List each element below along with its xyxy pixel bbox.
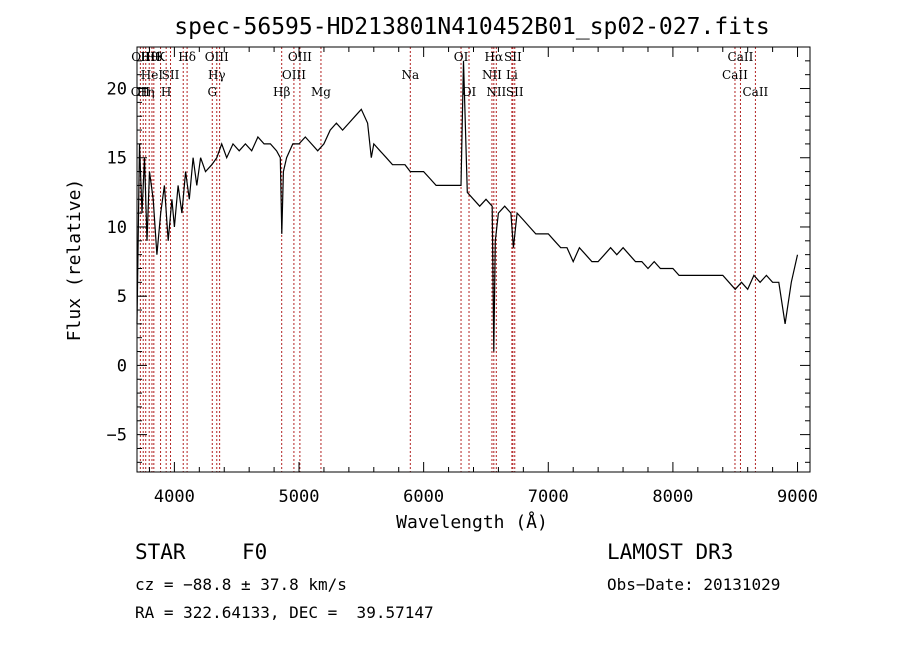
emission-line-label: SII <box>504 50 522 64</box>
emission-line-label: SII <box>506 85 524 99</box>
plot-frame <box>136 46 811 473</box>
x-tick-label: 9000 <box>777 487 818 507</box>
y-tick-label: 15 <box>107 149 127 169</box>
emission-line-label: K <box>156 50 166 64</box>
emission-line-label: OIII <box>282 68 306 82</box>
y-tick-label: −5 <box>107 426 127 446</box>
emission-line-label: CaII <box>722 68 748 82</box>
chart-title: spec-56595-HD213801N410452B01_sp02-027.f… <box>174 14 769 40</box>
emission-line-label: OIII <box>205 50 229 64</box>
x-tick-label: 6000 <box>403 487 444 507</box>
emission-line-label: H <box>161 85 171 99</box>
y-tick-label: 0 <box>117 356 127 376</box>
x-axis-ticks: 4000 5000 6000 7000 8000 9000 <box>148 47 818 507</box>
emission-line-label: OIII <box>288 50 312 64</box>
emission-line-label: Hγ <box>208 68 226 82</box>
emission-line-label: OI <box>462 85 477 99</box>
emission-line-label: OI <box>454 50 469 64</box>
emission-line-label: G <box>207 85 217 99</box>
emission-line-label: Na <box>401 68 419 82</box>
emission-line-labels: OIIOIIIHηHθHeIHθKHSIIHδGOIIIHγHβOIIIOIII… <box>131 50 769 99</box>
observation-date: Obs−Date: 20131029 <box>607 575 781 594</box>
emission-line-label: Mg <box>311 85 331 99</box>
emission-line-markers <box>139 47 756 472</box>
object-subclass: F0 <box>242 540 268 564</box>
emission-line-label: CaII <box>728 50 754 64</box>
emission-line-label: Li <box>506 68 518 82</box>
emission-line-label: Hη <box>137 85 155 99</box>
ra-dec-coordinates: RA = 322.64133, DEC = 39.57147 <box>135 603 434 622</box>
x-tick-label: 4000 <box>154 487 195 507</box>
emission-line-label: NII <box>486 85 506 99</box>
y-tick-label: 20 <box>107 80 127 100</box>
emission-line-label: NII <box>482 68 502 82</box>
emission-line-label: SII <box>162 68 180 82</box>
emission-line-label: Hθ <box>140 50 158 64</box>
x-tick-label: 8000 <box>652 487 693 507</box>
emission-line-label: CaII <box>742 85 768 99</box>
x-tick-label: 7000 <box>528 487 569 507</box>
emission-line-label: Hθ <box>145 50 163 64</box>
emission-line-label: HeI <box>141 68 164 82</box>
emission-line-label: Hδ <box>178 50 196 64</box>
survey-name: LAMOST DR3 <box>607 540 734 564</box>
emission-line-label: Hβ <box>273 85 290 99</box>
y-axis-label: Flux (relative) <box>64 179 85 342</box>
y-tick-label: 5 <box>117 287 127 307</box>
x-axis-label: Wavelength (Å) <box>396 511 548 533</box>
emission-line-label: Hα <box>485 50 504 64</box>
redshift-cz: cz = −88.8 ± 37.8 km/s <box>135 575 347 594</box>
spectrum-series-line <box>136 60 799 352</box>
x-tick-label: 5000 <box>279 487 320 507</box>
object-class: STAR <box>135 540 186 564</box>
y-axis-ticks: −5 0 5 10 15 20 <box>107 60 810 463</box>
y-tick-label: 10 <box>107 218 127 238</box>
